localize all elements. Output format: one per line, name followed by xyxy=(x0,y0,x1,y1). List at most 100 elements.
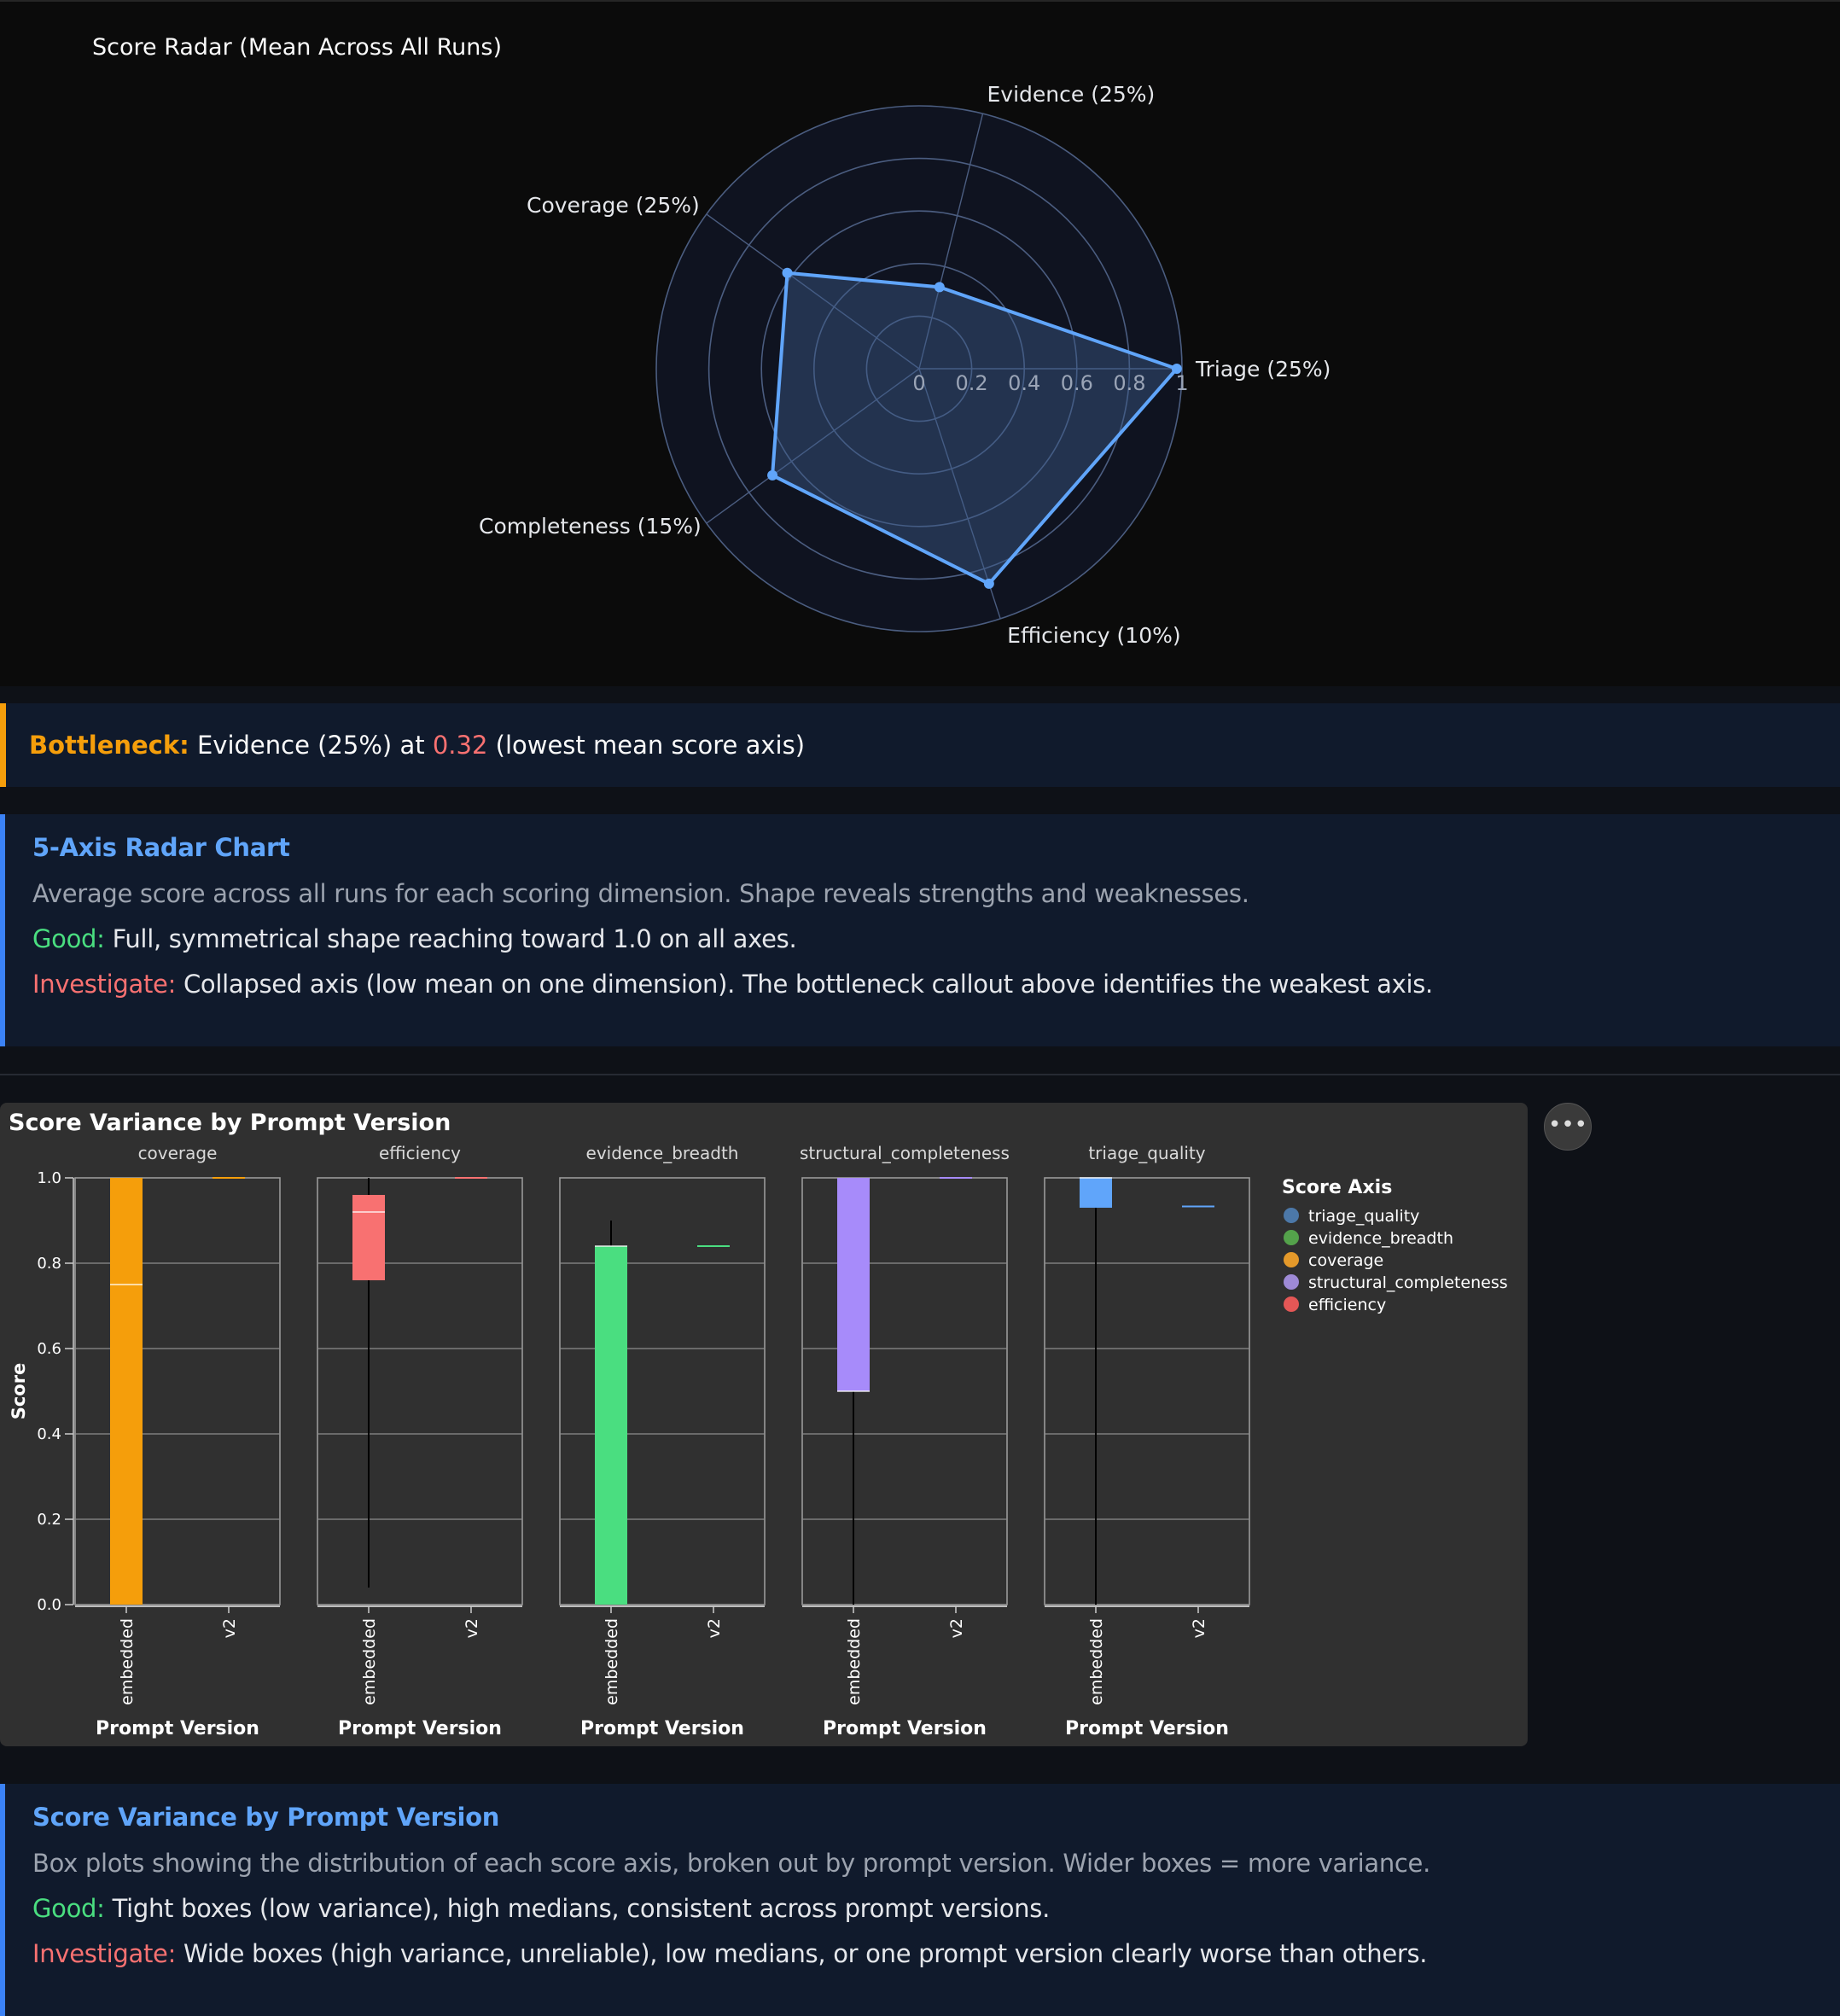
box xyxy=(595,1246,627,1605)
facet-frame xyxy=(74,1177,281,1605)
x-tick-label: embedded xyxy=(360,1618,379,1705)
legend-item: structural_completeness xyxy=(1308,1273,1508,1292)
section-divider xyxy=(0,1074,1840,1075)
boxplot-info-title: Score Variance by Prompt Version xyxy=(32,1803,500,1832)
legend-item: efficiency xyxy=(1308,1296,1386,1314)
box xyxy=(352,1195,385,1280)
radar-tick-label: 0.4 xyxy=(1008,371,1040,395)
x-tick-label: embedded xyxy=(845,1618,864,1705)
radar-point xyxy=(934,282,945,293)
x-tick-label: embedded xyxy=(118,1618,137,1705)
x-axis-title: Prompt Version xyxy=(580,1718,744,1739)
boxplot-info-investigate: Investigate: Wide boxes (high variance, … xyxy=(32,1939,1840,1968)
y-tick-label: 1.0 xyxy=(37,1169,61,1187)
x-axis-title: Prompt Version xyxy=(823,1718,987,1739)
radar-series-shape xyxy=(771,271,1179,586)
x-tick-label: embedded xyxy=(603,1618,621,1705)
legend-swatch xyxy=(1284,1252,1299,1267)
bottleneck-value: 0.32 xyxy=(432,731,488,760)
boxplot-chart-panel: Score Variance by Prompt Version Score 0.0… xyxy=(0,1103,1528,1746)
box xyxy=(1080,1178,1112,1208)
y-tick-label: 0.0 xyxy=(37,1596,61,1614)
boxplot-title: Score Variance by Prompt Version xyxy=(9,1110,451,1136)
x-tick-label: v2 xyxy=(1190,1618,1208,1638)
boxplot-info-good: Good: Tight boxes (low variance), high m… xyxy=(32,1894,1840,1923)
good-text: Tight boxes (low variance), high medians… xyxy=(112,1894,1051,1923)
radar-tick-label: 0.2 xyxy=(956,371,988,395)
x-tick-label: v2 xyxy=(463,1618,481,1638)
investigate-text: Collapsed axis (low mean on one dimensio… xyxy=(183,970,1433,999)
facet-coverage: coverage embedded v2 Prompt Version xyxy=(74,1143,281,1739)
x-tick-label: embedded xyxy=(1087,1618,1106,1705)
more-horizontal-icon: ••• xyxy=(1547,1112,1587,1138)
y-tick-label: 0.4 xyxy=(37,1425,61,1443)
bottleneck-axis: Evidence (25%) xyxy=(196,731,393,760)
good-text: Full, symmetrical shape reaching toward … xyxy=(112,924,797,953)
radar-axis-label: Coverage (25%) xyxy=(527,193,700,218)
box xyxy=(110,1178,143,1605)
radar-spoke xyxy=(918,368,1001,620)
radar-tick-label: 0.8 xyxy=(1113,371,1145,395)
radar-axis-label: Efficiency (10%) xyxy=(1007,623,1180,648)
facet-title: triage_quality xyxy=(1088,1143,1205,1163)
x-tick-label: v2 xyxy=(705,1618,724,1638)
facet-frame xyxy=(317,1177,523,1605)
x-axis-title: Prompt Version xyxy=(1065,1718,1229,1739)
y-tick-label: 0.8 xyxy=(37,1255,61,1273)
facet-title: efficiency xyxy=(379,1143,461,1163)
facet-frame xyxy=(801,1177,1008,1605)
good-label: Good: xyxy=(32,1894,105,1923)
radar-info-good: Good: Full, symmetrical shape reaching t… xyxy=(32,924,1840,953)
investigate-text: Wide boxes (high variance, unreliable), … xyxy=(183,1939,1428,1968)
legend-item: coverage xyxy=(1308,1251,1383,1270)
legend-swatch xyxy=(1284,1230,1299,1245)
chart-actions-button[interactable]: ••• xyxy=(1544,1103,1592,1151)
radar-info-title: 5-Axis Radar Chart xyxy=(32,833,290,862)
radar-axis-label: Evidence (25%) xyxy=(987,82,1156,107)
facet-frame xyxy=(1044,1177,1250,1605)
radar-chart: Score Radar (Mean Across All Runs) 0 0.2 0.… xyxy=(92,34,1331,648)
bottleneck-label: Bottleneck: xyxy=(29,731,189,760)
facet-efficiency: efficiency embedded v2 Prompt Version xyxy=(317,1143,523,1739)
y-tick-label: 0.6 xyxy=(37,1340,61,1358)
legend-title: Score Axis xyxy=(1282,1177,1392,1198)
investigate-label: Investigate: xyxy=(32,1939,177,1968)
legend-swatch xyxy=(1284,1274,1299,1290)
legend-item: triage_quality xyxy=(1308,1207,1419,1226)
facet-triage_quality: triage_quality embedded v2 Prompt Version xyxy=(1044,1143,1250,1739)
radar-point xyxy=(782,267,793,278)
radar-spoke xyxy=(918,113,984,370)
boxplot-info-description: Box plots showing the distribution of ea… xyxy=(32,1849,1431,1878)
facet-title: evidence_breadth xyxy=(586,1143,739,1163)
boxplot-chart: Score Variance by Prompt Version Score 0.0… xyxy=(9,1110,1508,1739)
facet-frame xyxy=(559,1177,766,1605)
radar-info-callout: 5-Axis Radar Chart Average score across … xyxy=(0,814,1840,1046)
legend-swatch xyxy=(1284,1208,1299,1223)
legend-item: evidence_breadth xyxy=(1308,1229,1453,1248)
bottleneck-callout: Bottleneck: Evidence (25%) at 0.32 (lowe… xyxy=(0,703,1840,787)
radar-spoke xyxy=(706,368,920,524)
box xyxy=(837,1178,870,1391)
radar-axis-label: Triage (25%) xyxy=(1195,357,1331,382)
x-tick-label: v2 xyxy=(220,1618,239,1638)
radar-title: Score Radar (Mean Across All Runs) xyxy=(92,34,502,61)
bottleneck-note: (lowest mean score axis) xyxy=(495,731,806,760)
radar-point xyxy=(767,469,778,481)
radar-info-description: Average score across all runs for each s… xyxy=(32,879,1249,908)
radar-point xyxy=(1171,364,1182,374)
legend-swatch xyxy=(1284,1296,1299,1312)
boxplot-info-callout: Score Variance by Prompt Version Box plo… xyxy=(0,1784,1840,2016)
facet-structural_completeness: structural_completeness embedded v2 Prompt … xyxy=(800,1143,1010,1739)
good-label: Good: xyxy=(32,924,105,953)
y-tick-label: 0.2 xyxy=(37,1511,61,1529)
x-axis-title: Prompt Version xyxy=(96,1718,259,1739)
radar-tick-label: 1 xyxy=(1175,371,1188,395)
radar-tick-label: 0 xyxy=(912,371,925,395)
radar-point xyxy=(983,578,994,589)
bottleneck-at: at xyxy=(399,731,425,760)
x-tick-label: v2 xyxy=(947,1618,966,1638)
radar-info-investigate: Investigate: Collapsed axis (low mean on… xyxy=(32,970,1840,999)
investigate-label: Investigate: xyxy=(32,970,177,999)
radar-chart-panel: Score Radar (Mean Across All Runs) 0 0.2 0.… xyxy=(0,0,1840,686)
y-axis-title: Score xyxy=(9,1363,29,1420)
